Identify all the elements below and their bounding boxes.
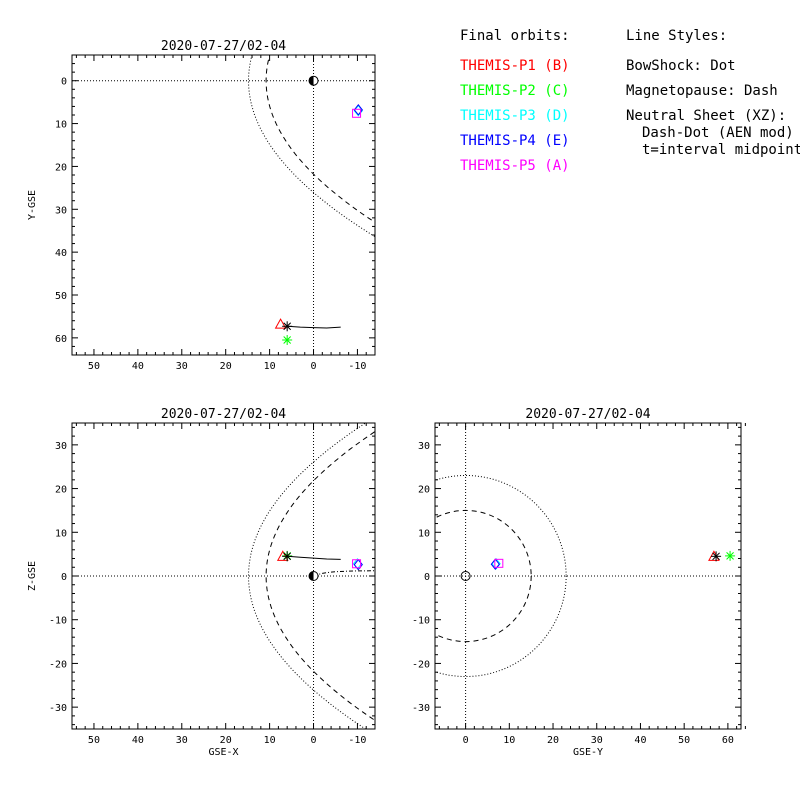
earth-outline <box>460 571 471 581</box>
y-tick-label: -20 <box>412 659 430 670</box>
x-tick-label: 30 <box>176 361 188 372</box>
bowshock-circle <box>435 474 567 678</box>
line-style-magnetopause: Magnetopause: Dash <box>626 83 778 99</box>
marker-midpoint-d2 <box>712 552 720 561</box>
earth-symbol <box>460 571 471 581</box>
marker-midpoint <box>282 321 293 332</box>
line-styles-title: Line Styles: <box>626 28 727 44</box>
x-tick-label: 10 <box>264 735 276 746</box>
orbit-track <box>287 555 341 560</box>
x-tick-label: -10 <box>348 735 366 746</box>
legend-entry-p1: THEMIS-P1 (B) <box>460 58 570 74</box>
marker-themis-p2 <box>725 550 736 561</box>
x-tick-label: 40 <box>132 735 144 746</box>
orbits-legend-title: Final orbits: <box>460 28 570 44</box>
x-tick-label: 50 <box>678 735 690 746</box>
marker-themis-p5 <box>352 108 362 118</box>
y-tick-label: 40 <box>55 248 67 259</box>
legend-entry-p3: THEMIS-P3 (D) <box>460 108 570 124</box>
x-tick-label: 10 <box>503 735 515 746</box>
panel-xy: 2020-07-27/02-04 Y-GSE 50 40 30 20 10 0 -10 0 10 20… <box>27 39 376 372</box>
x-tick-label: 20 <box>547 735 559 746</box>
legend-entry-p2: THEMIS-P2 (C) <box>460 83 570 99</box>
y-tick-label: 10 <box>418 528 430 539</box>
x-tick-label: 30 <box>591 735 603 746</box>
plot-area <box>72 55 375 355</box>
marker-themis-p2-d2 <box>726 552 734 560</box>
y-tick-label: 10 <box>55 528 67 539</box>
earth-night-side <box>309 571 314 581</box>
line-style-neutral-sheet: Neutral Sheet (XZ): <box>626 108 786 124</box>
y-tick-label: 20 <box>55 485 67 496</box>
marker-themis-p2 <box>282 335 293 345</box>
magnetopause-circle <box>435 509 532 643</box>
x-tick-label: 50 <box>88 361 100 372</box>
y-tick-label: 0 <box>424 572 430 583</box>
x-tick-label: 0 <box>311 361 317 372</box>
panel-yz: 2020-07-27/02-04 GSE-Y 0 10 20 30 40 50 60 -30 -20… <box>412 407 746 758</box>
x-tick-label: 60 <box>722 735 734 746</box>
y-tick-label: 10 <box>55 120 67 131</box>
line-style-midpoint-note: t=interval midpoint <box>642 142 800 158</box>
line-style-bowshock: BowShock: Dot <box>626 58 736 74</box>
line-styles-legend: Line Styles: BowShock: Dot Magnetopause:… <box>626 28 800 158</box>
plot-frame <box>71 54 376 356</box>
earth-night-side <box>309 76 314 86</box>
marker-midpoint-d2 <box>283 552 292 561</box>
x-tick-label: 20 <box>220 361 232 372</box>
marker-themis-p4 <box>490 558 500 570</box>
x-tick-label: 40 <box>634 735 646 746</box>
y-tick-label: -10 <box>412 616 430 627</box>
x-axis-label: GSE-X <box>208 747 238 758</box>
y-tick-label: 20 <box>418 485 430 496</box>
x-tick-label: -10 <box>348 361 366 372</box>
x-axis-label: GSE-Y <box>573 747 603 758</box>
marker-themis-p4 <box>353 104 363 116</box>
y-tick-label: -10 <box>49 616 67 627</box>
y-tick-label: -30 <box>412 703 430 714</box>
y-tick-label: 30 <box>55 441 67 452</box>
marker-themis-p2-d2 <box>283 336 292 344</box>
x-tick-label: 20 <box>220 735 232 746</box>
y-tick-label: 50 <box>55 291 67 302</box>
orbit-track <box>287 325 341 329</box>
earth-symbol <box>308 75 319 86</box>
marker-midpoint <box>282 551 293 562</box>
earth-symbol <box>308 571 319 581</box>
legend-entry-p4: THEMIS-P4 (E) <box>460 133 570 149</box>
y-tick-label: 0 <box>61 572 67 583</box>
legend-entry-p5: THEMIS-P5 (A) <box>460 158 570 174</box>
panel-title: 2020-07-27/02-04 <box>161 39 286 54</box>
magnetopause-curve <box>265 430 375 722</box>
y-tick-label: 0 <box>61 77 67 88</box>
y-tick-label: 20 <box>55 162 67 173</box>
x-tick-label: 30 <box>176 735 188 746</box>
magnetopause-curve <box>265 55 375 223</box>
orbits-legend: Final orbits: THEMIS-P1 (B) THEMIS-P2 (C… <box>460 28 570 174</box>
marker-midpoint <box>711 551 722 562</box>
plot-area <box>435 423 741 729</box>
marker-themis-p1 <box>274 318 287 329</box>
neutral-sheet-curve <box>313 570 375 577</box>
marker-themis-p5 <box>352 559 362 569</box>
y-tick-label: 30 <box>418 441 430 452</box>
y-tick-label: 30 <box>55 205 67 216</box>
panel-xz: 2020-07-27/02-04 GSE-X Z-GSE 50 40 30 20 10 0 -10… <box>27 407 376 758</box>
x-tick-label: 50 <box>88 735 100 746</box>
x-tick-label: 10 <box>264 361 276 372</box>
y-axis-label: Z-GSE <box>27 561 38 591</box>
marker-themis-p5 <box>494 558 504 568</box>
marker-midpoint-d2 <box>283 322 292 331</box>
line-style-dash-dot: Dash-Dot (AEN mod) <box>642 125 794 141</box>
y-tick-label: 60 <box>55 334 67 345</box>
x-tick-label: 0 <box>463 735 469 746</box>
panel-title: 2020-07-27/02-04 <box>525 407 650 422</box>
x-tick-label: 40 <box>132 361 144 372</box>
y-tick-label: -30 <box>49 703 67 714</box>
y-axis-label: Y-GSE <box>27 190 38 220</box>
y-tick-label: -20 <box>49 659 67 670</box>
x-tick-label: 0 <box>311 735 317 746</box>
panel-title: 2020-07-27/02-04 <box>161 407 286 422</box>
